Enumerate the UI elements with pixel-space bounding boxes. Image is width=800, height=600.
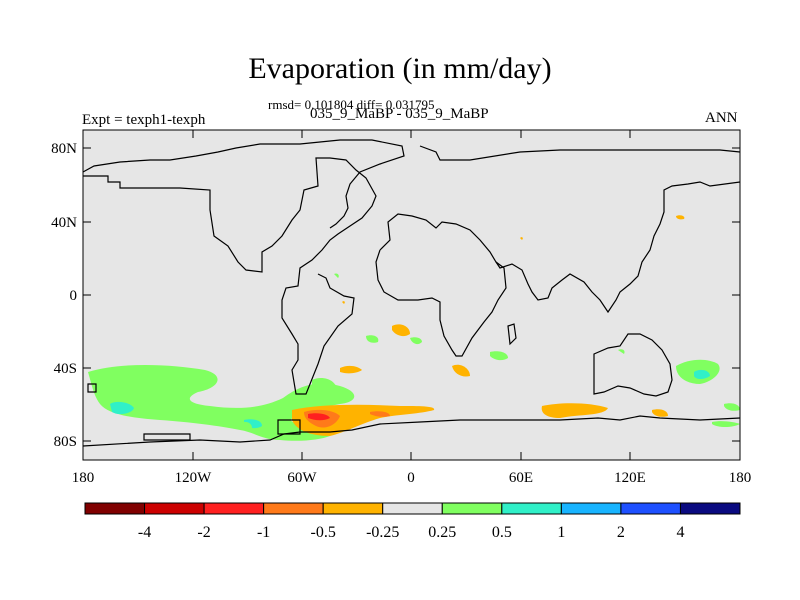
lat-tick-label: 80N bbox=[51, 141, 77, 157]
colorbar-label: -4 bbox=[138, 524, 151, 541]
colorbar-label: -2 bbox=[197, 524, 210, 541]
contour-negative-small bbox=[340, 365, 362, 374]
continent-eurasia bbox=[379, 181, 741, 314]
colorbar-label: -0.5 bbox=[311, 524, 336, 541]
contour-negative-small bbox=[520, 237, 523, 240]
lon-tick-label: 180 bbox=[729, 470, 752, 486]
colorbar-swatch bbox=[560, 502, 622, 515]
contour-positive-small bbox=[410, 337, 422, 345]
lon-tick-label: 60E bbox=[509, 470, 533, 486]
lon-tick-label: 0 bbox=[407, 470, 415, 486]
colorbar-swatch bbox=[84, 502, 146, 515]
runs-line: 035_9_MaBP - 035_9_MaBP bbox=[310, 106, 489, 122]
colorbar-swatch bbox=[679, 502, 741, 515]
colorbar-label: -0.25 bbox=[366, 524, 399, 541]
map-panel bbox=[82, 129, 741, 461]
colorbar-swatch bbox=[263, 502, 324, 515]
continent-outlines bbox=[82, 139, 741, 447]
contour-positive-small bbox=[110, 401, 134, 415]
colorbar-swatch bbox=[322, 502, 384, 515]
island-antarctic bbox=[143, 433, 191, 441]
colorbar-swatch bbox=[620, 502, 681, 515]
continent-australia bbox=[593, 333, 673, 397]
lat-tick-label: 40N bbox=[51, 215, 77, 231]
colorbar: -4 -2 -1 -0.5 -0.25 0.25 0.5 1 2 4 bbox=[84, 502, 741, 541]
colorbar-swatch bbox=[144, 502, 205, 515]
lat-tick-label: 40S bbox=[54, 361, 77, 377]
colorbar-swatch bbox=[441, 502, 503, 515]
lon-tick-label: 120E bbox=[614, 470, 646, 486]
lat-tick-label: 0 bbox=[70, 288, 78, 304]
contour-negative-small bbox=[392, 324, 410, 337]
lon-tick-label: 60W bbox=[287, 470, 317, 486]
continent-greenland bbox=[419, 145, 741, 161]
contour-negative-small bbox=[541, 403, 608, 418]
lon-tick-label: 180 bbox=[72, 470, 95, 486]
contour-positive-small bbox=[724, 403, 740, 411]
colorbar-label: 0.25 bbox=[428, 524, 456, 541]
lat-tick-label: 80S bbox=[54, 434, 77, 450]
contour-fills bbox=[88, 215, 740, 441]
continent-patagonia bbox=[87, 383, 97, 393]
contour-negative-large bbox=[308, 413, 330, 421]
lon-tick-label: 120W bbox=[175, 470, 213, 486]
continent-americas bbox=[83, 157, 377, 395]
chart-title: Evaporation (in mm/day) bbox=[248, 52, 552, 85]
continent-antarctica bbox=[82, 415, 741, 447]
colorbar-swatch bbox=[501, 502, 562, 515]
contour-negative-small bbox=[452, 364, 470, 377]
contour-positive-small bbox=[88, 365, 355, 441]
longitude-ticks: 180 120W 60W 0 60E 120E 180 bbox=[72, 130, 752, 486]
colorbar-label: 0.5 bbox=[492, 524, 512, 541]
contour-positive-small bbox=[334, 273, 339, 278]
island-antarctic bbox=[277, 419, 301, 435]
colorbar-swatch bbox=[203, 502, 265, 515]
colorbar-swatch bbox=[382, 502, 443, 515]
contour-positive-small bbox=[490, 351, 508, 361]
colorbar-label: -1 bbox=[257, 524, 270, 541]
contour-positive-small bbox=[694, 369, 710, 379]
island-madagascar bbox=[507, 323, 517, 346]
continent-alaska bbox=[82, 139, 405, 229]
contour-positive-small bbox=[238, 421, 252, 431]
season-label: ANN bbox=[705, 110, 738, 126]
contour-negative-small bbox=[652, 409, 668, 417]
contour-positive-small bbox=[312, 378, 336, 392]
latitude-ticks: 80N 40N 0 40S 80S bbox=[51, 141, 740, 450]
contour-positive-small bbox=[712, 421, 740, 427]
contour-negative-medium bbox=[370, 411, 390, 417]
stats-line: rmsd= 0.101804 diff= 0.031795 bbox=[268, 97, 435, 112]
contour-negative-small bbox=[676, 215, 685, 220]
colorbar-label: 4 bbox=[676, 524, 684, 541]
continent-africa bbox=[375, 249, 507, 357]
colorbar-label: 2 bbox=[617, 524, 625, 541]
contour-positive-small bbox=[618, 349, 625, 354]
colorbar-label: 1 bbox=[557, 524, 565, 541]
experiment-label: Expt = texph1-texph bbox=[82, 112, 206, 128]
contour-positive-small bbox=[366, 335, 379, 343]
contour-negative-small bbox=[342, 301, 345, 304]
